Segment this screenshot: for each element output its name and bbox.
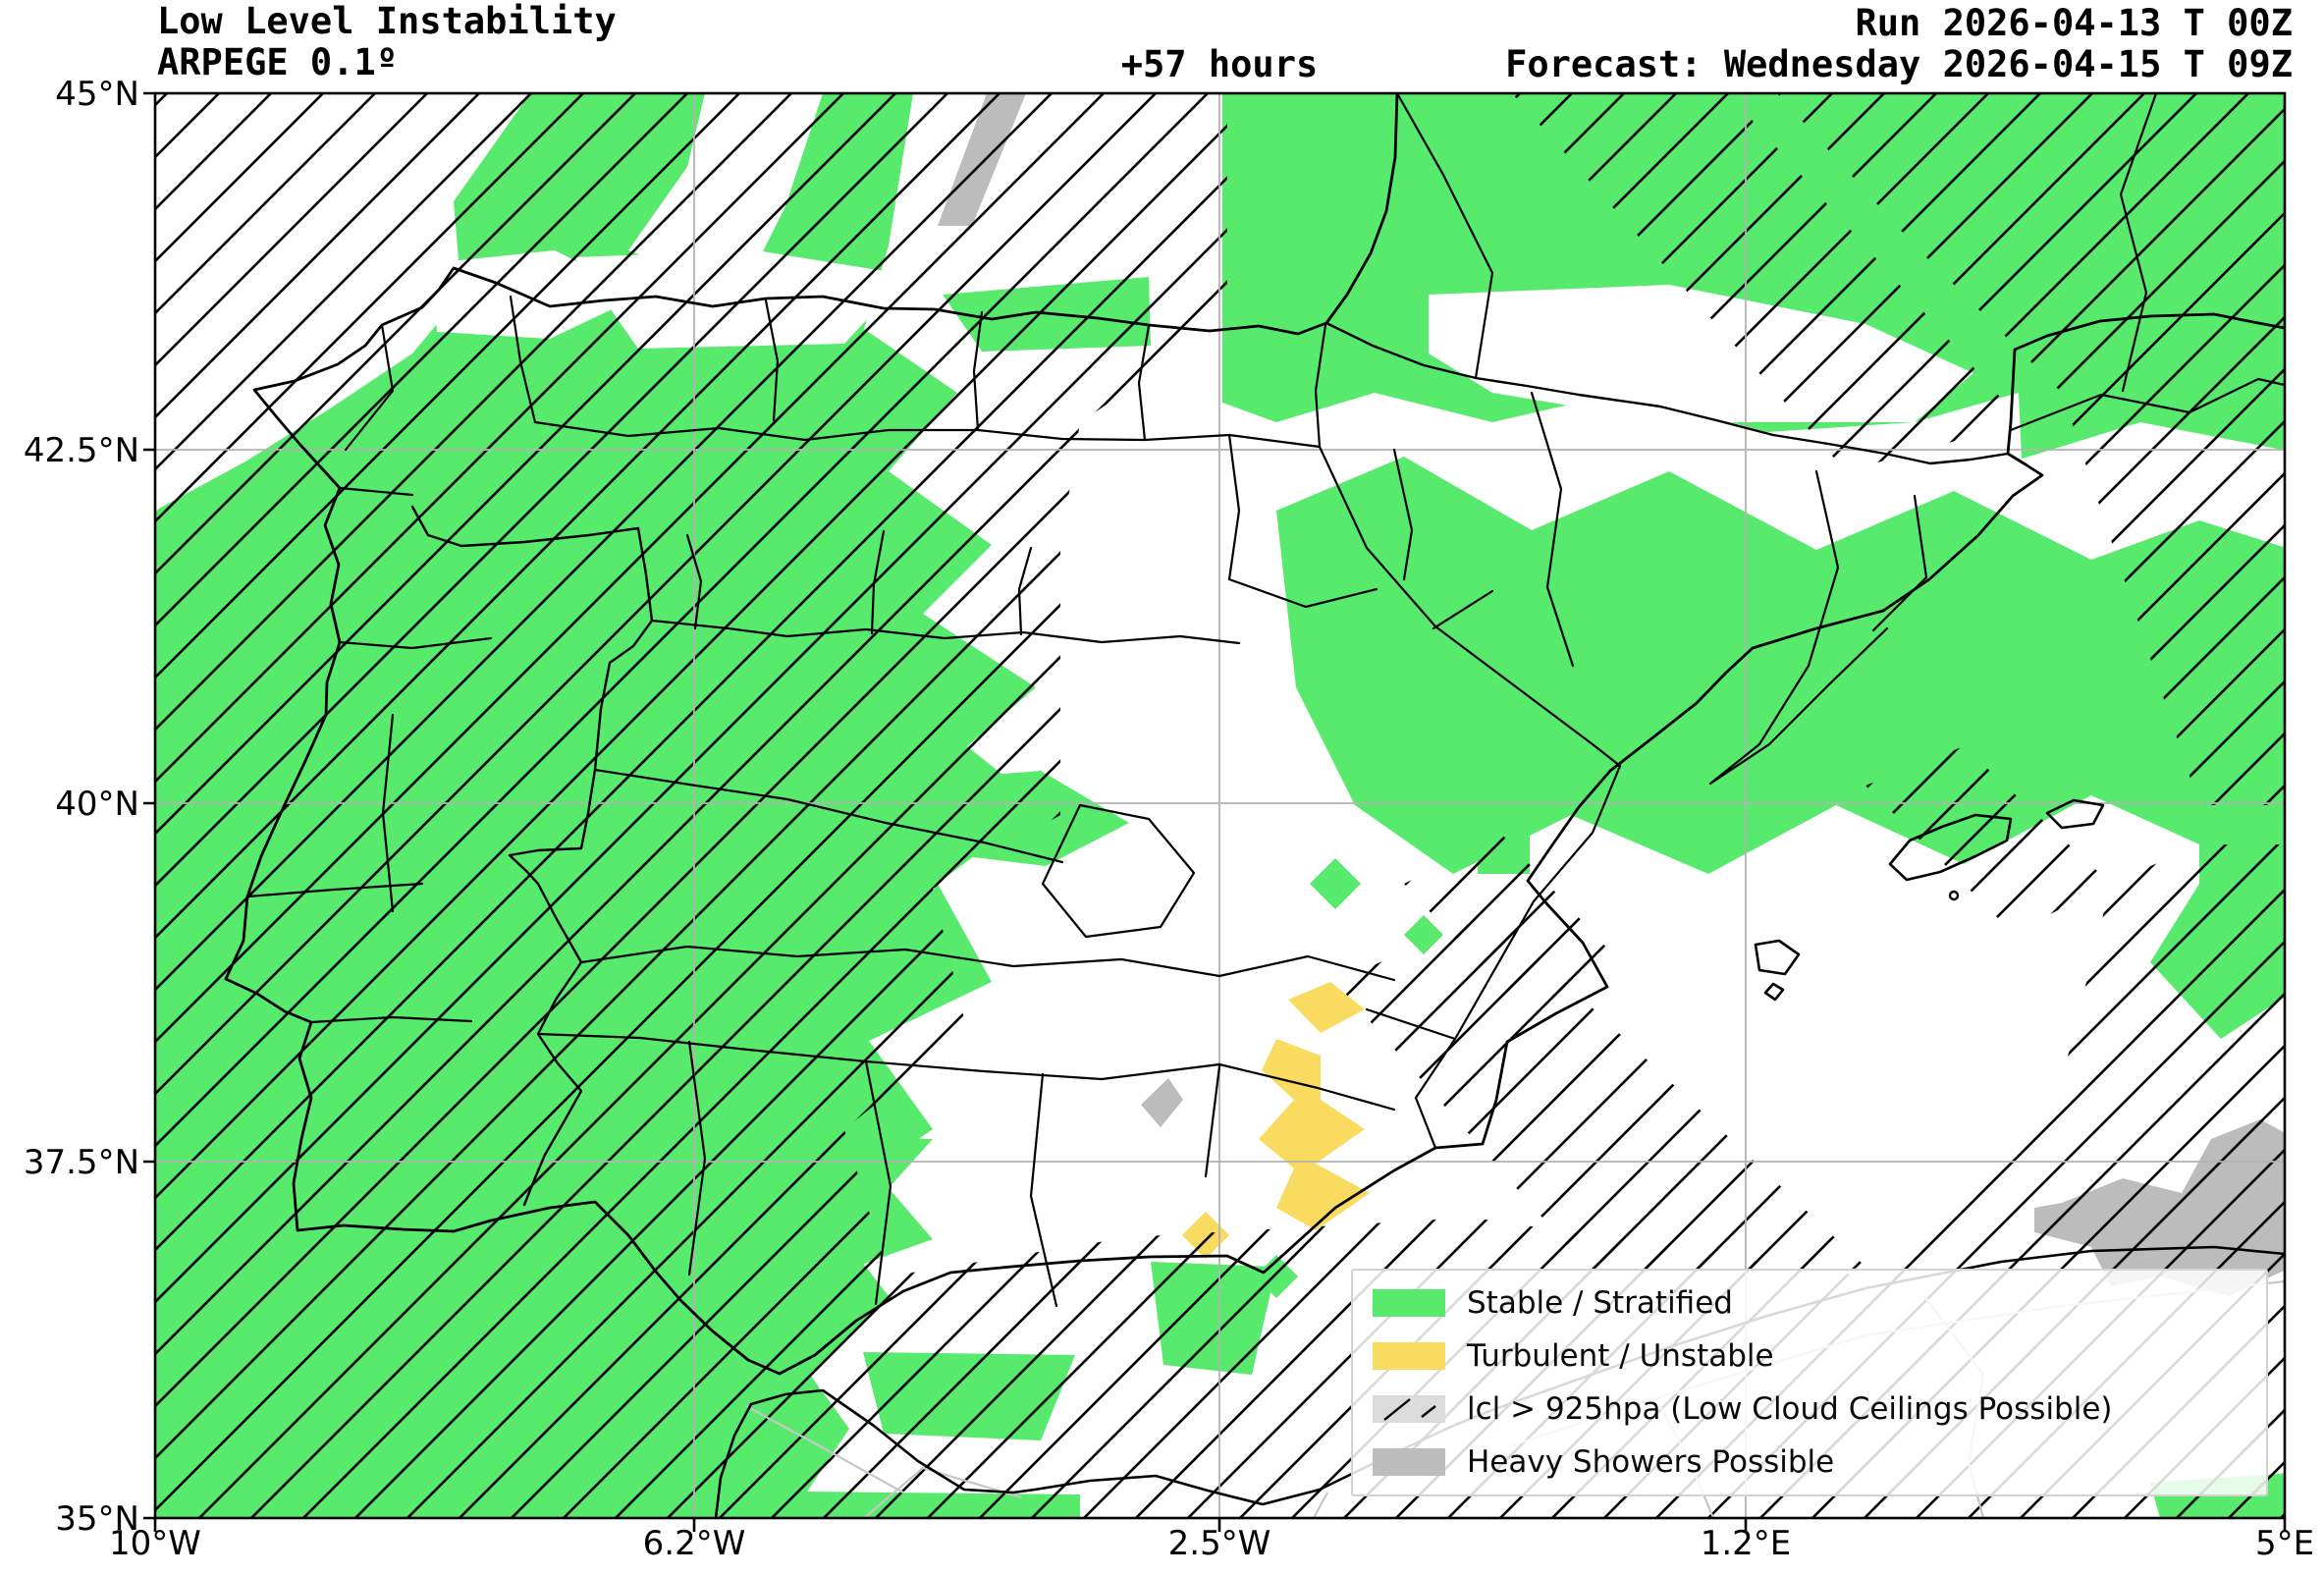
stable-swatch <box>1373 1289 1445 1317</box>
heavy-showers-swatch <box>1373 1448 1445 1476</box>
pyrenees-border <box>1324 321 2010 465</box>
model-subtitle: ARPEGE 0.1º <box>157 41 399 83</box>
legend-label-turbulent: Turbulent / Unstable <box>1467 1338 1774 1374</box>
y-tick-42-5n: 42.5°N <box>23 431 139 470</box>
x-tick-10w: 10°W <box>109 1524 201 1563</box>
legend-item-turbulent: Turbulent / Unstable <box>1373 1331 2266 1382</box>
legend-item-lcl-hatch: lcl > 925hpa (Low Cloud Ceilings Possibl… <box>1373 1384 2266 1435</box>
turbulent-swatch <box>1373 1342 1445 1370</box>
page-title: Low Level Instability <box>157 0 617 42</box>
x-tick-5e: 5°E <box>2254 1524 2315 1563</box>
france-admin-borders <box>1395 93 2285 432</box>
province-borders-west <box>245 323 493 1024</box>
y-tick-35n: 35°N <box>55 1499 139 1539</box>
iberia-coastline <box>224 93 2044 1376</box>
balearic-islands <box>1754 798 2105 1002</box>
lcl-hatch-swatch <box>1373 1395 1445 1423</box>
portugal-spain-border <box>410 505 654 1207</box>
legend-item-stable: Stable / Stratified <box>1373 1277 2266 1329</box>
lead-time-label: +57 hours <box>1120 43 1319 85</box>
axis-tick-marks <box>143 91 2287 1532</box>
x-tick-2-5w: 2.5°W <box>1167 1524 1271 1563</box>
forecast-label: Forecast: Wednesday 2026-04-15 T 09Z <box>1505 43 2293 85</box>
legend-item-heavy-showers: Heavy Showers Possible <box>1373 1437 2266 1488</box>
y-tick-37-5n: 37.5°N <box>23 1143 139 1182</box>
x-tick-6-2w: 6.2°W <box>642 1524 746 1563</box>
province-borders-north <box>509 295 1414 581</box>
x-tick-1-2e: 1.2°E <box>1700 1524 1792 1563</box>
legend: Stable / Stratified Turbulent / Unstable… <box>1351 1269 2268 1496</box>
y-tick-45n: 45°N <box>55 75 139 114</box>
hatch-glyph <box>1383 1398 1436 1421</box>
y-tick-40n: 40°N <box>55 785 139 824</box>
legend-label-lcl: lcl > 925hpa (Low Cloud Ceilings Possibl… <box>1467 1391 2113 1427</box>
province-borders-south <box>536 1032 1396 1308</box>
legend-label-heavy: Heavy Showers Possible <box>1467 1444 1835 1480</box>
run-label: Run 2026-04-13 T 00Z <box>1855 2 2293 44</box>
province-borders-east <box>1318 391 1928 1150</box>
province-borders-center <box>579 529 1494 982</box>
legend-label-stable: Stable / Stratified <box>1467 1285 1733 1321</box>
french-med-coast <box>2006 312 2285 456</box>
cabrera-islet <box>1948 890 1960 901</box>
